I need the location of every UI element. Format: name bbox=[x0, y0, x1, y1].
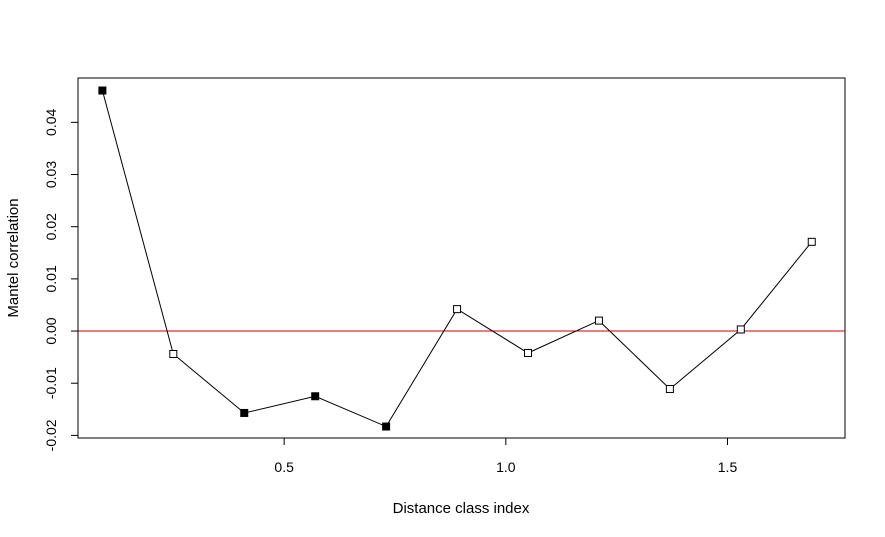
data-point-11-nonsignificant bbox=[807, 237, 816, 246]
y-tick-label: -0.02 bbox=[43, 419, 59, 451]
y-tick-label: -0.01 bbox=[43, 367, 59, 399]
x-tick-label: 0.5 bbox=[274, 459, 294, 475]
data-point-1-significant bbox=[98, 86, 107, 95]
x-tick-label: 1.0 bbox=[496, 459, 516, 475]
data-point-10-nonsignificant bbox=[736, 325, 745, 334]
data-point-5-significant bbox=[382, 422, 391, 431]
x-axis: 0.5 1.0 1.5 bbox=[274, 437, 738, 475]
y-tick-label: 0.00 bbox=[43, 317, 59, 344]
series-line bbox=[101, 90, 813, 428]
plot-box bbox=[77, 77, 846, 439]
y-tick-label: 0.04 bbox=[43, 109, 59, 136]
y-tick-label: 0.01 bbox=[43, 265, 59, 292]
data-point-8-nonsignificant bbox=[594, 316, 603, 325]
y-axis-title: Mantel correlation bbox=[5, 198, 22, 317]
x-axis-title: Distance class index bbox=[393, 500, 530, 517]
series-layer bbox=[98, 86, 816, 431]
y-tick-label: 0.03 bbox=[43, 161, 59, 188]
data-point-9-nonsignificant bbox=[665, 384, 674, 393]
y-axis: -0.02 -0.01 0.00 0.01 0.02 0.03 0.04 bbox=[43, 109, 79, 451]
data-point-4-significant bbox=[311, 392, 320, 401]
data-point-2-nonsignificant bbox=[169, 350, 178, 358]
data-point-3-significant bbox=[240, 408, 249, 417]
data-point-7-nonsignificant bbox=[524, 348, 533, 357]
data-point-6-nonsignificant bbox=[453, 305, 462, 314]
y-tick-label: 0.02 bbox=[43, 213, 59, 240]
x-tick-label: 1.5 bbox=[718, 459, 738, 475]
